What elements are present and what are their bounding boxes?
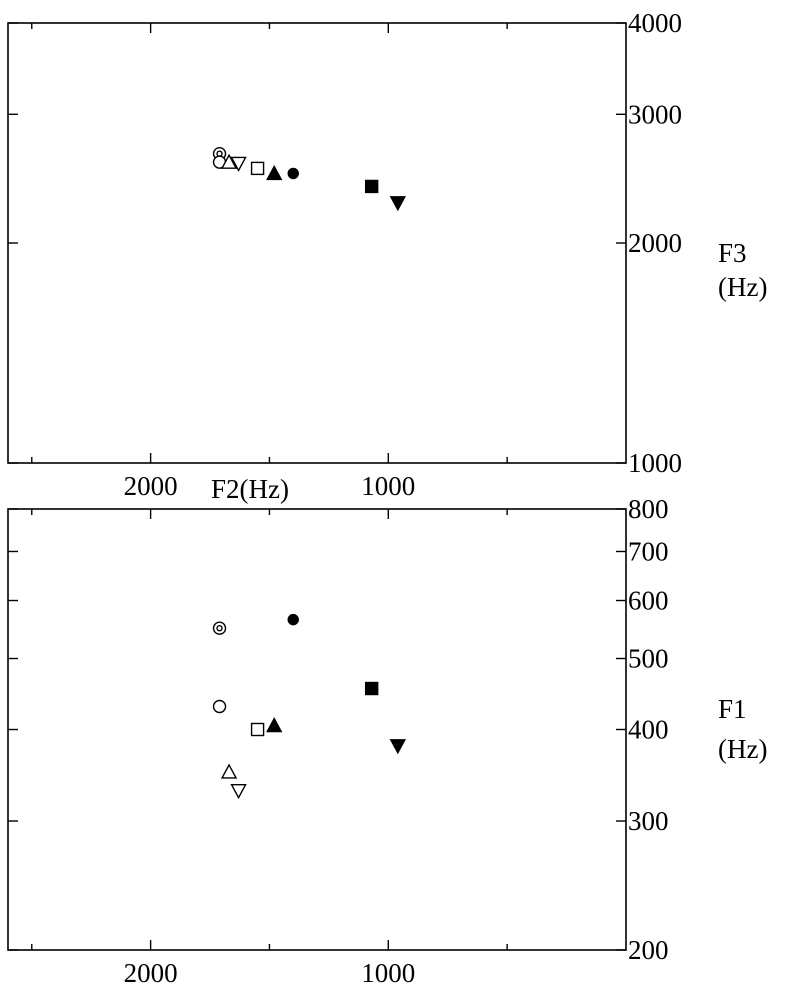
f2-f3-panel: 2000 1000 4000 3000 2000 1000 F2(Hz) F3 (Hz) (7, 8, 767, 504)
y-axis-title: F3 (718, 238, 747, 268)
data-point-circle-dot-open (212, 621, 227, 635)
y-tick-label: 2000 (628, 228, 682, 258)
data-point-triangle-up-filled (266, 717, 283, 733)
y-tick-label: 3000 (628, 99, 682, 129)
y-tick-label: 400 (628, 715, 669, 745)
data-point-triangle-down-open (230, 156, 247, 172)
y-tick-label: 300 (628, 806, 669, 836)
data-point-triangle-up-filled (266, 164, 283, 181)
data-point-dot (216, 624, 223, 632)
y-tick-label: 600 (628, 586, 669, 616)
data-point-triangle-down-filled (389, 739, 406, 755)
x-tick-label: 2000 (124, 958, 178, 985)
plot-frame (7, 22, 627, 464)
data-point-circle-filled (287, 167, 299, 180)
x-tick-label: 1000 (361, 471, 415, 501)
data-point-triangle-up-open (220, 153, 238, 169)
data-point-triangle-down-open (230, 783, 247, 800)
x-tick-label: 2000 (124, 471, 178, 501)
y-tick-label: 4000 (628, 8, 682, 38)
data-point-dot (216, 150, 223, 157)
y-axis-title: F1 (718, 694, 747, 724)
data-point-circle-filled (287, 613, 299, 626)
data-point-square-filled (364, 681, 379, 696)
data-point-triangle-up-open (220, 763, 238, 779)
y-tick-label: 1000 (628, 448, 682, 478)
y-tick-label: 800 (628, 494, 669, 524)
y-tick-label: 500 (628, 644, 669, 674)
y-axis-title: (Hz) (718, 734, 767, 764)
data-point-triangle-down-filled (389, 196, 406, 212)
y-tick-label: 200 (628, 935, 669, 965)
data-point-circle-open (212, 699, 227, 714)
data-point-square-filled (364, 179, 379, 194)
x-axis-title: F2(Hz) (211, 474, 289, 504)
f2-f1-panel: 2000 1000 200 300 400 500 600 700 800 F1 (Hz) (7, 494, 767, 985)
y-tick-label: 700 (628, 536, 669, 566)
x-tick-label: 1000 (361, 958, 415, 985)
y-axis-title: (Hz) (718, 272, 767, 302)
data-point-square-open (250, 161, 265, 176)
plot-frame (7, 508, 627, 951)
data-point-square-open (250, 722, 265, 737)
